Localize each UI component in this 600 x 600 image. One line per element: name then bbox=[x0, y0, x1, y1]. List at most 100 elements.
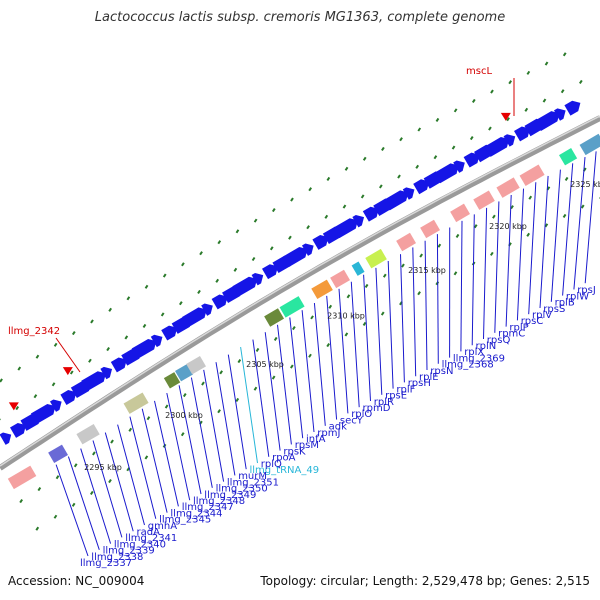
tick-mark bbox=[35, 354, 40, 359]
tick-mark bbox=[162, 273, 167, 278]
tick-mark bbox=[381, 146, 385, 152]
tick-mark bbox=[179, 301, 183, 306]
topology-text: Topology: circular; Length: 2,529,478 bp… bbox=[260, 574, 590, 588]
tick-mark bbox=[379, 184, 383, 189]
tick-mark bbox=[401, 263, 405, 268]
backbone-line bbox=[0, 115, 600, 471]
forward-gene-shape bbox=[60, 390, 77, 405]
gene-label: llmg_2337 bbox=[80, 558, 132, 569]
tick-mark bbox=[544, 61, 549, 66]
tick-mark bbox=[506, 117, 510, 122]
reverse-gene bbox=[48, 444, 69, 464]
tick-mark bbox=[128, 427, 133, 432]
gene-label-top: llmg_2342 bbox=[8, 326, 60, 337]
tick-mark bbox=[71, 502, 76, 507]
tick-mark bbox=[560, 89, 565, 94]
reverse-gene-shape bbox=[175, 364, 194, 382]
tick-mark bbox=[71, 331, 76, 336]
tick-mark bbox=[508, 80, 513, 85]
tick-mark bbox=[564, 176, 569, 181]
gene-label: rplO bbox=[351, 409, 372, 420]
leader-line bbox=[129, 416, 157, 519]
reverse-gene-shape bbox=[579, 133, 600, 156]
tick-mark bbox=[451, 145, 456, 150]
tick-mark bbox=[290, 197, 294, 202]
tick-mark bbox=[492, 214, 496, 219]
forward-gene bbox=[463, 152, 480, 168]
reverse-gene bbox=[311, 279, 333, 300]
reverse-gene-shape bbox=[450, 203, 471, 223]
forward-gene-shape bbox=[232, 276, 258, 297]
tick-mark bbox=[219, 370, 223, 375]
forward-gene bbox=[150, 334, 163, 348]
gene-label: rpsK bbox=[283, 446, 306, 457]
gene-labels: llmg_2342 mscL llmg_2337llmg_2338llmg_2339… bbox=[8, 66, 596, 569]
leader-line bbox=[264, 332, 281, 451]
leader-line bbox=[166, 392, 191, 501]
forward-gene-shape bbox=[110, 357, 127, 373]
gene-label: rplB bbox=[555, 298, 575, 309]
gene-label: llmg_2369 bbox=[453, 353, 505, 364]
gene-label: rplE bbox=[419, 372, 439, 383]
forward-gene bbox=[362, 206, 379, 222]
forward-gene bbox=[383, 190, 409, 211]
forward-gene bbox=[182, 307, 207, 328]
forward-gene-shape bbox=[333, 218, 358, 239]
leader-line bbox=[338, 288, 349, 414]
gene-features bbox=[0, 100, 600, 490]
reverse-gene bbox=[279, 296, 305, 318]
reverse-gene-shape bbox=[48, 444, 69, 464]
tick-mark bbox=[253, 218, 258, 223]
gene-label: rplQ bbox=[261, 459, 282, 470]
map-title: Lactococcus lactis subsp. cremoris MG136… bbox=[94, 10, 506, 25]
tick-mark bbox=[580, 204, 585, 209]
leader-line bbox=[154, 400, 179, 507]
reverse-gene-shape bbox=[279, 296, 305, 318]
forward-gene-shape bbox=[201, 303, 213, 316]
leader-line bbox=[252, 339, 270, 457]
tick-mark bbox=[271, 207, 276, 213]
reverse-marker bbox=[8, 402, 19, 411]
forward-gene bbox=[100, 366, 113, 380]
forward-gene bbox=[10, 422, 26, 438]
tick-mark bbox=[269, 246, 274, 251]
tick-mark bbox=[73, 463, 78, 468]
leader-line bbox=[80, 448, 112, 544]
tick-mark bbox=[455, 233, 460, 238]
gene-label: llmg_2344 bbox=[170, 508, 222, 519]
tick-mark bbox=[235, 229, 240, 234]
reverse-gene-shape bbox=[496, 177, 520, 198]
tick-mark bbox=[380, 311, 385, 316]
tick-mark bbox=[55, 475, 60, 480]
gene-label: adk bbox=[329, 422, 347, 433]
tick-mark bbox=[471, 98, 476, 103]
forward-gene-shape bbox=[564, 100, 581, 116]
gene-label: rpsM bbox=[295, 440, 319, 451]
tick-mark bbox=[255, 347, 260, 352]
tick-mark bbox=[182, 392, 187, 398]
reverse-gene bbox=[519, 164, 545, 186]
reverse-gene-shape bbox=[351, 261, 365, 276]
leader-line bbox=[67, 456, 100, 550]
tick-mark bbox=[346, 294, 351, 299]
tick-mark bbox=[92, 451, 96, 456]
forward-gene bbox=[251, 272, 264, 286]
tick-mark bbox=[124, 335, 129, 340]
reverse-gene bbox=[186, 355, 207, 375]
forward-gene-shape bbox=[10, 422, 26, 438]
gene-label: rpoA bbox=[272, 453, 296, 464]
tick-mark bbox=[17, 366, 22, 371]
forward-gene bbox=[60, 390, 77, 405]
reverse-gene bbox=[76, 423, 100, 445]
leader-line bbox=[562, 163, 574, 296]
leader-line bbox=[460, 220, 463, 352]
gene-label: rpmD bbox=[363, 403, 391, 414]
leader-line bbox=[203, 369, 225, 482]
forward-gene bbox=[514, 126, 530, 142]
forward-gene-shape bbox=[282, 247, 308, 267]
kbp-labels: 2295 kbp 2300 kbp 2305 kbp 2310 kbp 2315 kbp… bbox=[84, 180, 600, 472]
gene-label: llmg_2347 bbox=[182, 502, 234, 513]
backbone-highlight bbox=[0, 115, 600, 467]
leader-line bbox=[55, 464, 89, 557]
forward-gene bbox=[30, 403, 56, 424]
